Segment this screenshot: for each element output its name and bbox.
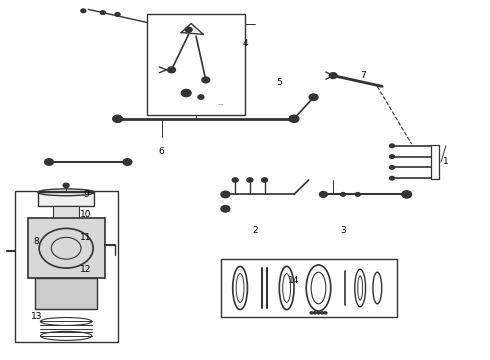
Circle shape <box>309 94 318 100</box>
Circle shape <box>81 9 86 13</box>
Text: 9: 9 <box>83 190 89 199</box>
Circle shape <box>341 193 345 196</box>
Text: 7: 7 <box>360 71 366 80</box>
Circle shape <box>314 312 317 314</box>
Bar <box>38 192 95 206</box>
Circle shape <box>198 95 204 99</box>
Bar <box>27 218 105 279</box>
Circle shape <box>168 67 175 73</box>
Bar <box>147 14 245 115</box>
Circle shape <box>319 192 327 197</box>
Text: 14: 14 <box>288 276 300 285</box>
Circle shape <box>113 115 122 122</box>
Text: 2: 2 <box>252 226 258 235</box>
Circle shape <box>320 312 323 314</box>
Bar <box>35 279 97 309</box>
Text: 6: 6 <box>159 147 165 156</box>
Circle shape <box>317 312 320 314</box>
Text: 3: 3 <box>340 226 346 235</box>
Text: —: — <box>218 103 223 108</box>
Circle shape <box>289 115 299 122</box>
Bar <box>15 191 118 342</box>
Circle shape <box>232 178 238 182</box>
Text: 5: 5 <box>276 78 282 87</box>
Text: 13: 13 <box>31 312 43 321</box>
Circle shape <box>390 155 394 158</box>
Circle shape <box>100 11 105 14</box>
Text: 1: 1 <box>443 157 449 166</box>
Text: 10: 10 <box>80 210 92 219</box>
Text: 11: 11 <box>80 233 92 242</box>
Circle shape <box>262 178 268 182</box>
Circle shape <box>355 193 360 196</box>
Circle shape <box>310 312 313 314</box>
Circle shape <box>324 312 327 314</box>
Circle shape <box>123 159 132 165</box>
Circle shape <box>185 27 192 32</box>
Circle shape <box>115 13 120 16</box>
Circle shape <box>45 159 53 165</box>
Circle shape <box>221 206 230 212</box>
Text: 12: 12 <box>80 266 92 274</box>
Circle shape <box>402 191 412 198</box>
Circle shape <box>390 166 394 169</box>
Circle shape <box>63 183 69 188</box>
Bar <box>220 259 397 317</box>
Circle shape <box>181 89 191 96</box>
Circle shape <box>202 77 210 83</box>
Circle shape <box>221 191 230 198</box>
Circle shape <box>329 73 337 78</box>
Text: 8: 8 <box>34 237 40 246</box>
Bar <box>53 206 79 218</box>
Circle shape <box>390 176 394 180</box>
Circle shape <box>247 178 253 182</box>
Circle shape <box>390 144 394 148</box>
Text: 4: 4 <box>242 39 248 48</box>
